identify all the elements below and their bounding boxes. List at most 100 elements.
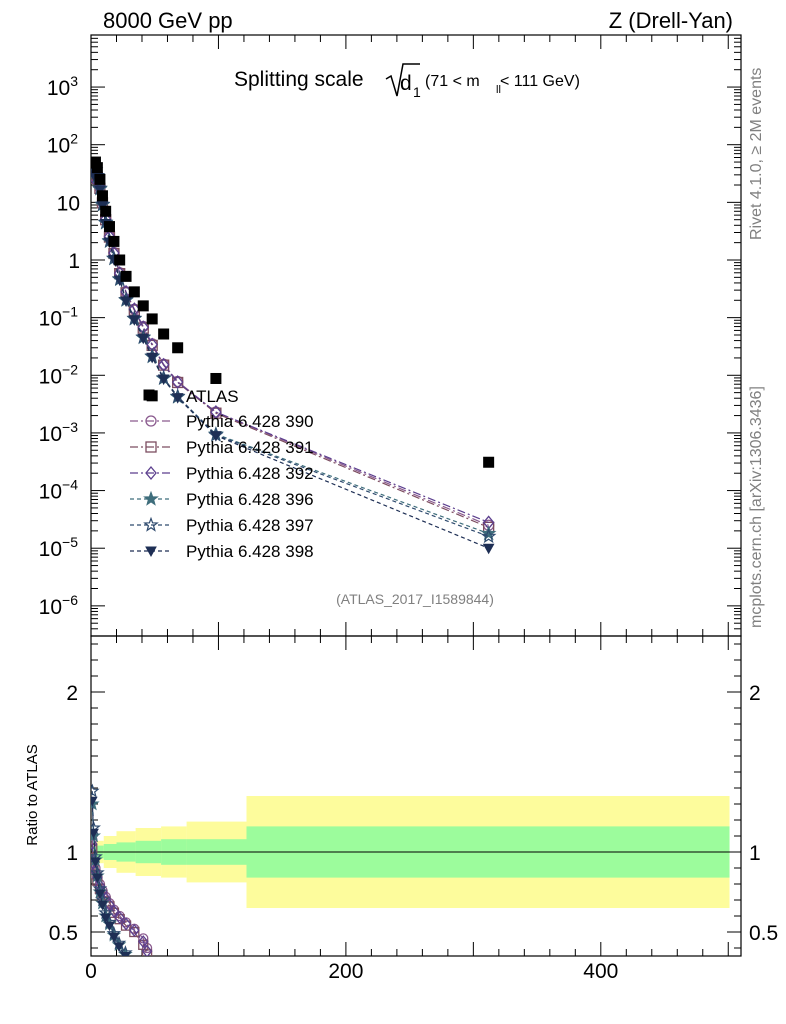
legend-label-0: Pythia 6.428 390 — [186, 412, 314, 431]
title-main: Splitting scale — [234, 68, 364, 91]
data-point — [158, 328, 170, 340]
title-var: d — [400, 72, 412, 95]
y-tick-label: 10 — [57, 192, 80, 215]
legend-marker-4 — [143, 516, 159, 532]
svg-text:(71 < m: (71 < m — [425, 73, 480, 90]
mcplots-label: mcplots.cern.ch [arXiv:1306.3436] — [748, 386, 765, 628]
rivet-label: Rivet 4.1.0, ≥ 2M events — [748, 68, 765, 240]
ratio-ylabel: Ratio to ATLAS — [24, 744, 41, 845]
series-point-5 — [482, 543, 495, 555]
series-point-5 — [171, 393, 184, 404]
x-ticks — [90, 636, 729, 956]
data-point — [120, 270, 132, 282]
energy-label: 8000 GeV pp — [103, 8, 233, 33]
data-point — [137, 300, 149, 312]
ratio-point-5 — [91, 828, 99, 839]
y-tick-label: 10−6 — [39, 592, 79, 619]
x-ticks — [90, 35, 729, 636]
ratio-plot-area — [91, 783, 153, 956]
ratio-point-4 — [91, 783, 100, 798]
series-point-5 — [120, 296, 132, 307]
sqrt-sign-icon — [385, 63, 420, 97]
ratio-point-2 — [141, 944, 153, 956]
ratio-point-5 — [108, 932, 120, 943]
title-sub: 1 — [413, 84, 421, 100]
ratio-point-5 — [113, 942, 125, 952]
svg-text:ll: ll — [496, 84, 501, 96]
data-point — [91, 162, 103, 174]
ratio-point-2 — [91, 837, 98, 851]
legend: ATLAS Pythia 6.428 390 Pythia 6.428 391 Pyt… — [130, 387, 314, 561]
legend-marker-1 — [145, 441, 157, 453]
ratio-line-5 — [91, 800, 126, 956]
y-tick-label: 10−1 — [39, 304, 79, 331]
legend-marker-atlas — [143, 389, 155, 401]
data-point — [96, 190, 108, 202]
title-range-post: < 111 GeV) — [500, 73, 580, 90]
main-panel: 10−6 10−5 10−4 10−3 10−2 10−1 1 10 102 103 — [39, 34, 742, 637]
ratio-frame — [90, 635, 742, 957]
svg-text:< 111 GeV): < 111 GeV) — [500, 73, 580, 90]
series-point-2 — [171, 375, 184, 390]
y-tick-label: 10−4 — [39, 477, 79, 504]
y-tick-label: 10−5 — [39, 534, 79, 561]
data-point — [172, 342, 184, 354]
legend-marker-5 — [145, 546, 157, 558]
ratio-y-ticks — [91, 643, 741, 949]
main-title: Splitting scale d 1 (71 < m ll < 111 GeV… — [234, 63, 580, 100]
svg-text:d: d — [400, 72, 412, 95]
legend-label-atlas: ATLAS — [186, 387, 239, 406]
data-point — [94, 173, 106, 185]
legend-label-5: Pythia 6.428 398 — [186, 542, 314, 561]
ratio-y-tick-label-left: 2 — [66, 682, 78, 705]
ratio-point-5 — [100, 913, 112, 924]
ratio-panel: 0 200 400 0.5 0.5 1 1 2 2 — [49, 635, 778, 983]
data-point — [483, 456, 495, 468]
data-point — [128, 286, 140, 298]
series-point-2 — [210, 405, 222, 420]
main-plot-area — [91, 156, 497, 555]
ratio-point-2 — [114, 911, 126, 925]
ratio-y-tick-label-right: 0.5 — [749, 922, 778, 945]
ratio-point-5 — [97, 900, 108, 911]
analysis-label: (ATLAS_2017_I1589844) — [336, 591, 494, 607]
data-point — [146, 313, 158, 325]
x-tick-label: 0 — [85, 960, 97, 983]
data-point — [210, 372, 222, 384]
series-point-5 — [128, 315, 141, 326]
y-tick-label: 102 — [47, 131, 78, 158]
ratio-y-tick-label-right: 1 — [749, 842, 761, 865]
series-line-5 — [92, 169, 489, 549]
ratio-point-5 — [91, 857, 101, 868]
ratio-y-tick-label-left: 0.5 — [49, 922, 78, 945]
ratio-point-5 — [120, 952, 131, 956]
svg-text:Splitting scale: Splitting scale — [234, 68, 364, 91]
x-tick-label: 200 — [328, 960, 363, 983]
svg-text:1: 1 — [413, 84, 421, 100]
data-point — [100, 205, 112, 217]
y-tick-label: 10−2 — [39, 361, 79, 388]
title-range-pre: (71 < m — [425, 73, 480, 90]
ratio-point-2 — [108, 904, 120, 918]
ratio-y-tick-label-left: 1 — [66, 842, 78, 865]
legend-label-4: Pythia 6.428 397 — [186, 516, 314, 535]
ratio-y-tick-label-right: 2 — [749, 682, 761, 705]
legend-marker-2 — [145, 465, 157, 481]
x-tick-label: 400 — [583, 960, 618, 983]
legend-marker-3 — [143, 490, 159, 506]
data-point — [114, 254, 126, 266]
ratio-point-0 — [141, 942, 153, 954]
ratio-point-2 — [120, 917, 132, 931]
legend-label-2: Pythia 6.428 392 — [186, 464, 314, 483]
series-point-4 — [480, 528, 497, 544]
y-tick-label: 1 — [68, 250, 80, 273]
legend-label-3: Pythia 6.428 396 — [186, 490, 314, 509]
ratio-point-2 — [128, 923, 140, 937]
ratio-point-5 — [104, 921, 115, 932]
series-point-5 — [157, 374, 170, 386]
data-point — [103, 221, 115, 233]
y-tick-label: 10−3 — [39, 419, 79, 446]
y-tick-label: 103 — [47, 73, 78, 100]
data-point — [108, 235, 120, 247]
